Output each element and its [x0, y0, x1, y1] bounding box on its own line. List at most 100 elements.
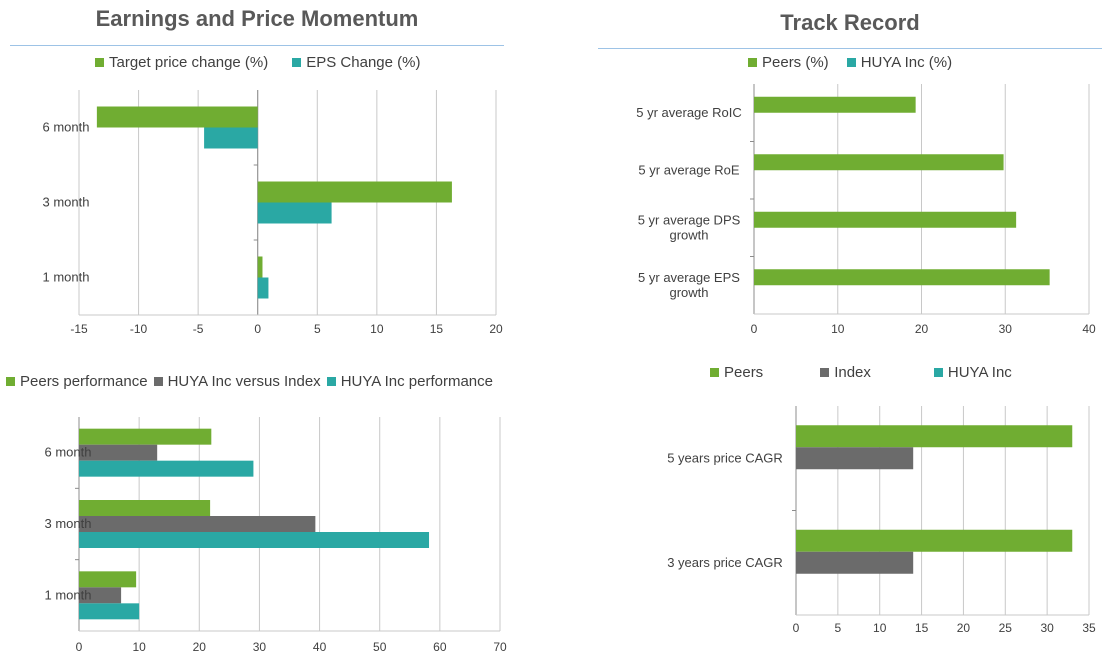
- category-label: 5 years price CAGR: [667, 450, 783, 465]
- bar-eps-change: [257, 202, 332, 224]
- x-tick-label: 60: [433, 640, 447, 654]
- bar-eps-change: [204, 127, 258, 149]
- x-tick-label: 20: [957, 621, 971, 635]
- x-tick-label: 40: [313, 640, 327, 654]
- legend-item: EPS Change (%): [292, 54, 420, 71]
- x-tick-label: 10: [132, 640, 146, 654]
- legend-swatch: [6, 377, 15, 386]
- bar-peers: [796, 425, 1073, 448]
- legend-label: Index: [834, 364, 871, 381]
- bar-huya-inc-versus-index: [79, 587, 122, 604]
- category-label: 3 month: [43, 195, 90, 210]
- legend-label: HUYA Inc: [947, 364, 1012, 381]
- bar-peers: [754, 211, 1017, 228]
- bar-peers-performance: [79, 500, 211, 516]
- category-label: 6 month: [43, 120, 90, 135]
- legend-item: Target price change (%): [95, 54, 268, 71]
- right-title-rule: [598, 48, 1102, 49]
- legend-swatch: [292, 58, 302, 67]
- bar-huya-inc-performance: [79, 532, 430, 548]
- cagr-legend: Peers Index HUYA Inc: [710, 364, 1012, 381]
- bar-peers-performance: [79, 428, 212, 445]
- bar-huya-inc-versus-index: [79, 516, 316, 532]
- right-title: Track Record: [780, 10, 920, 35]
- legend-swatch: [846, 58, 856, 67]
- legend-item: HUYA Inc (%): [846, 54, 952, 71]
- x-tick-label: 20: [915, 322, 929, 336]
- x-tick-label: 15: [430, 322, 444, 336]
- legend-label: Peers (%): [762, 54, 829, 71]
- legend-item: HUYA Inc: [933, 364, 1012, 381]
- category-label: 3 month: [45, 516, 92, 531]
- x-tick-label: 30: [253, 640, 267, 654]
- legend-swatch: [710, 368, 719, 377]
- category-label: 5 yr average RoE: [638, 162, 739, 177]
- legend-item: HUYA Inc performance: [326, 373, 493, 390]
- left-title-rule: [10, 45, 504, 46]
- x-tick-label: 50: [373, 640, 387, 654]
- legend-item: HUYA Inc versus Index: [153, 373, 321, 390]
- x-tick-label: 0: [254, 322, 261, 336]
- category-label: 5 yr average DPS: [638, 212, 741, 227]
- bar-huya-inc-versus-index: [79, 444, 158, 461]
- legend-swatch: [933, 368, 943, 377]
- x-tick-label: -5: [193, 322, 204, 336]
- legend-item: Index: [820, 364, 871, 381]
- bar-peers: [754, 96, 916, 113]
- x-tick-label: 20: [193, 640, 207, 654]
- x-tick-label: 35: [1082, 621, 1096, 635]
- left-title: Earnings and Price Momentum: [95, 6, 419, 31]
- bar-huya-inc-performance: [79, 603, 140, 620]
- legend-item: Peers (%): [748, 54, 829, 71]
- x-tick-label: 10: [831, 322, 845, 336]
- x-tick-label: 70: [493, 640, 507, 654]
- bar-peers: [754, 154, 1004, 171]
- bar-target-price-change: [96, 106, 258, 128]
- x-tick-label: 15: [915, 621, 929, 635]
- legend-swatch: [748, 58, 757, 67]
- category-label: 1 month: [43, 270, 90, 285]
- x-tick-label: 0: [793, 621, 800, 635]
- legend-label: EPS Change (%): [306, 54, 421, 71]
- x-tick-label: 10: [873, 621, 887, 635]
- x-tick-label: 10: [370, 322, 384, 336]
- legend-label: HUYA Inc versus Index: [167, 373, 321, 390]
- category-label: 3 years price CAGR: [667, 555, 783, 570]
- legend-swatch: [153, 377, 163, 386]
- momentum-legend: Target price change (%) EPS Change (%): [95, 54, 420, 71]
- legend-swatch: [326, 377, 336, 386]
- category-label: 6 month: [45, 445, 92, 460]
- x-tick-label: 0: [76, 640, 83, 654]
- legend-label: Target price change (%): [109, 54, 269, 71]
- category-label: growth: [669, 285, 708, 300]
- x-tick-label: 5: [314, 322, 321, 336]
- category-label: growth: [669, 227, 708, 242]
- legend-swatch: [95, 58, 104, 67]
- track-legend: Peers (%) HUYA Inc (%): [748, 54, 952, 71]
- category-label: 5 yr average RoIC: [636, 105, 742, 120]
- x-tick-label: 20: [489, 322, 503, 336]
- bar-target-price-change: [257, 256, 263, 278]
- x-tick-label: 0: [751, 322, 758, 336]
- legend-swatch: [820, 368, 830, 377]
- x-tick-label: 30: [1040, 621, 1054, 635]
- legend-label: Peers performance: [20, 373, 148, 390]
- performance-legend: Peers performance HUYA Inc versus Index …: [6, 373, 493, 390]
- bar-index: [796, 447, 914, 470]
- x-tick-label: -10: [130, 322, 148, 336]
- x-tick-label: -15: [70, 322, 88, 336]
- x-tick-label: 30: [999, 322, 1013, 336]
- bar-peers-performance: [79, 571, 137, 588]
- legend-item: Peers performance: [6, 373, 148, 390]
- x-tick-label: 5: [835, 621, 842, 635]
- legend-label: Peers: [724, 364, 764, 381]
- bar-peers: [796, 529, 1073, 552]
- x-tick-label: 25: [999, 621, 1013, 635]
- x-tick-label: 40: [1082, 322, 1096, 336]
- bar-target-price-change: [257, 181, 452, 203]
- bar-huya-inc-performance: [79, 460, 254, 477]
- bar-peers: [754, 269, 1050, 286]
- legend-label: HUYA Inc performance: [340, 373, 493, 390]
- category-label: 5 yr average EPS: [638, 270, 740, 285]
